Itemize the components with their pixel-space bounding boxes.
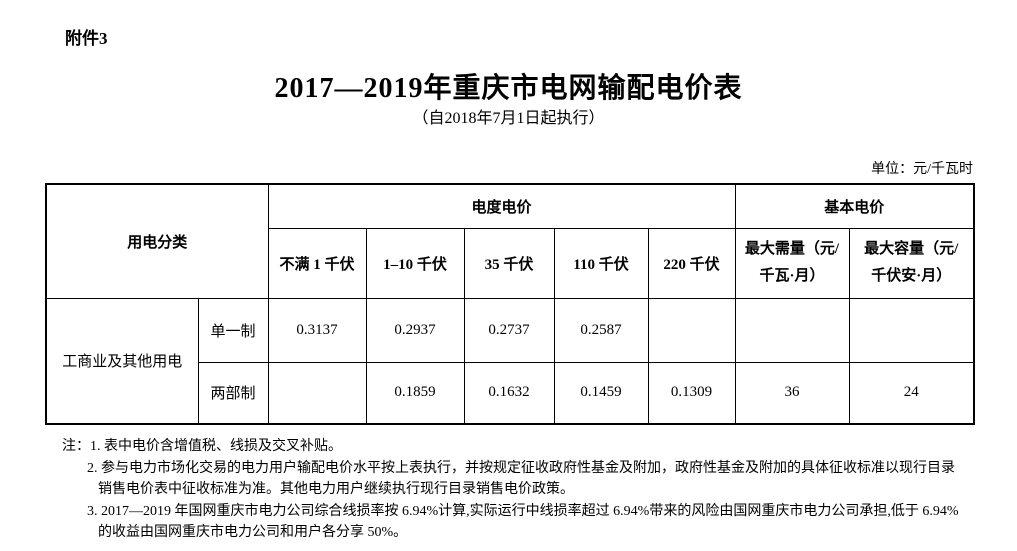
header-voltage-under-1kv: 不满 1 千伏 — [267, 227, 367, 299]
header-max-capacity: 最大容量（元/ 千伏安·月） — [848, 227, 975, 299]
price-cell: 24 — [848, 361, 975, 425]
attachment-label: 附件3 — [65, 29, 108, 48]
header-voltage-35kv: 35 千伏 — [463, 227, 555, 299]
header-basic-price-group: 基本电价 — [734, 183, 975, 229]
unit-note: 单位：元/千瓦时 — [871, 162, 973, 177]
page-title: 2017—2019年重庆市电网输配电价表 — [274, 73, 743, 104]
table-row: 两部制 0.1859 0.1632 0.1459 0.1309 36 24 — [46, 361, 975, 425]
price-cell: 36 — [734, 361, 850, 425]
price-cell: 0.2937 — [365, 297, 465, 363]
note-line-5: 的收益由国网重庆市电力公司和用户各分享 50%。 — [98, 525, 408, 540]
header-max-demand-line1: 最大需量（元/ — [744, 241, 840, 257]
price-cell — [734, 297, 850, 363]
price-cell — [267, 361, 367, 425]
price-cell: 0.2737 — [463, 297, 555, 363]
table-row: 工商业及其他用电 单一制 0.3137 0.2937 0.2737 0.2587 — [45, 297, 975, 425]
price-table: 用电分类 电度电价 基本电价 不满 1 千伏 1–10 千伏 35 千伏 110… — [45, 183, 975, 425]
price-cell: 0.1459 — [553, 361, 649, 425]
header-max-demand: 最大需量（元/ 千瓦·月） — [734, 227, 850, 299]
note-line-3: 销售电价表中征收标准为准。其他电力用户继续执行现行目录销售电价政策。 — [98, 482, 574, 497]
price-cell — [848, 297, 975, 363]
header-energy-price-group: 电度电价 — [267, 183, 736, 229]
note-line-2: 2. 参与电力市场化交易的电力用户输配电价水平按上表执行，并按规定征收政府性基金… — [87, 460, 955, 476]
note-line-4: 3. 2017—2019 年国网重庆市电力公司综合线损率按 6.94%计算,实际… — [87, 503, 959, 519]
note-line-1: 注：1. 表中电价含增值税、线损及交叉补贴。 — [62, 439, 342, 454]
system-cell-two-part: 两部制 — [197, 361, 269, 425]
system-cell-single: 单一制 — [197, 297, 269, 363]
header-max-capacity-line2: 千伏安·月） — [871, 268, 952, 284]
header-voltage-220kv: 220 千伏 — [647, 227, 736, 299]
price-cell: 0.1309 — [647, 361, 736, 425]
price-cell: 0.3137 — [267, 297, 367, 363]
header-voltage-110kv: 110 千伏 — [553, 227, 649, 299]
price-cell: 0.1859 — [365, 361, 465, 425]
price-cell — [647, 297, 736, 363]
price-cell: 0.1632 — [463, 361, 555, 425]
page-subtitle: （自2018年7月1日起执行） — [412, 110, 605, 127]
header-max-demand-line2: 千瓦·月） — [759, 268, 825, 284]
header-voltage-1-10kv: 1–10 千伏 — [365, 227, 465, 299]
category-cell: 工商业及其他用电 — [45, 297, 199, 425]
notes-block: 注：1. 表中电价含增值税、线损及交叉补贴。 2. 参与电力市场化交易的电力用户… — [62, 436, 958, 544]
price-cell: 0.2587 — [553, 297, 649, 363]
header-usage-category: 用电分类 — [45, 183, 269, 299]
header-max-capacity-line1: 最大容量（元/ — [864, 241, 959, 257]
